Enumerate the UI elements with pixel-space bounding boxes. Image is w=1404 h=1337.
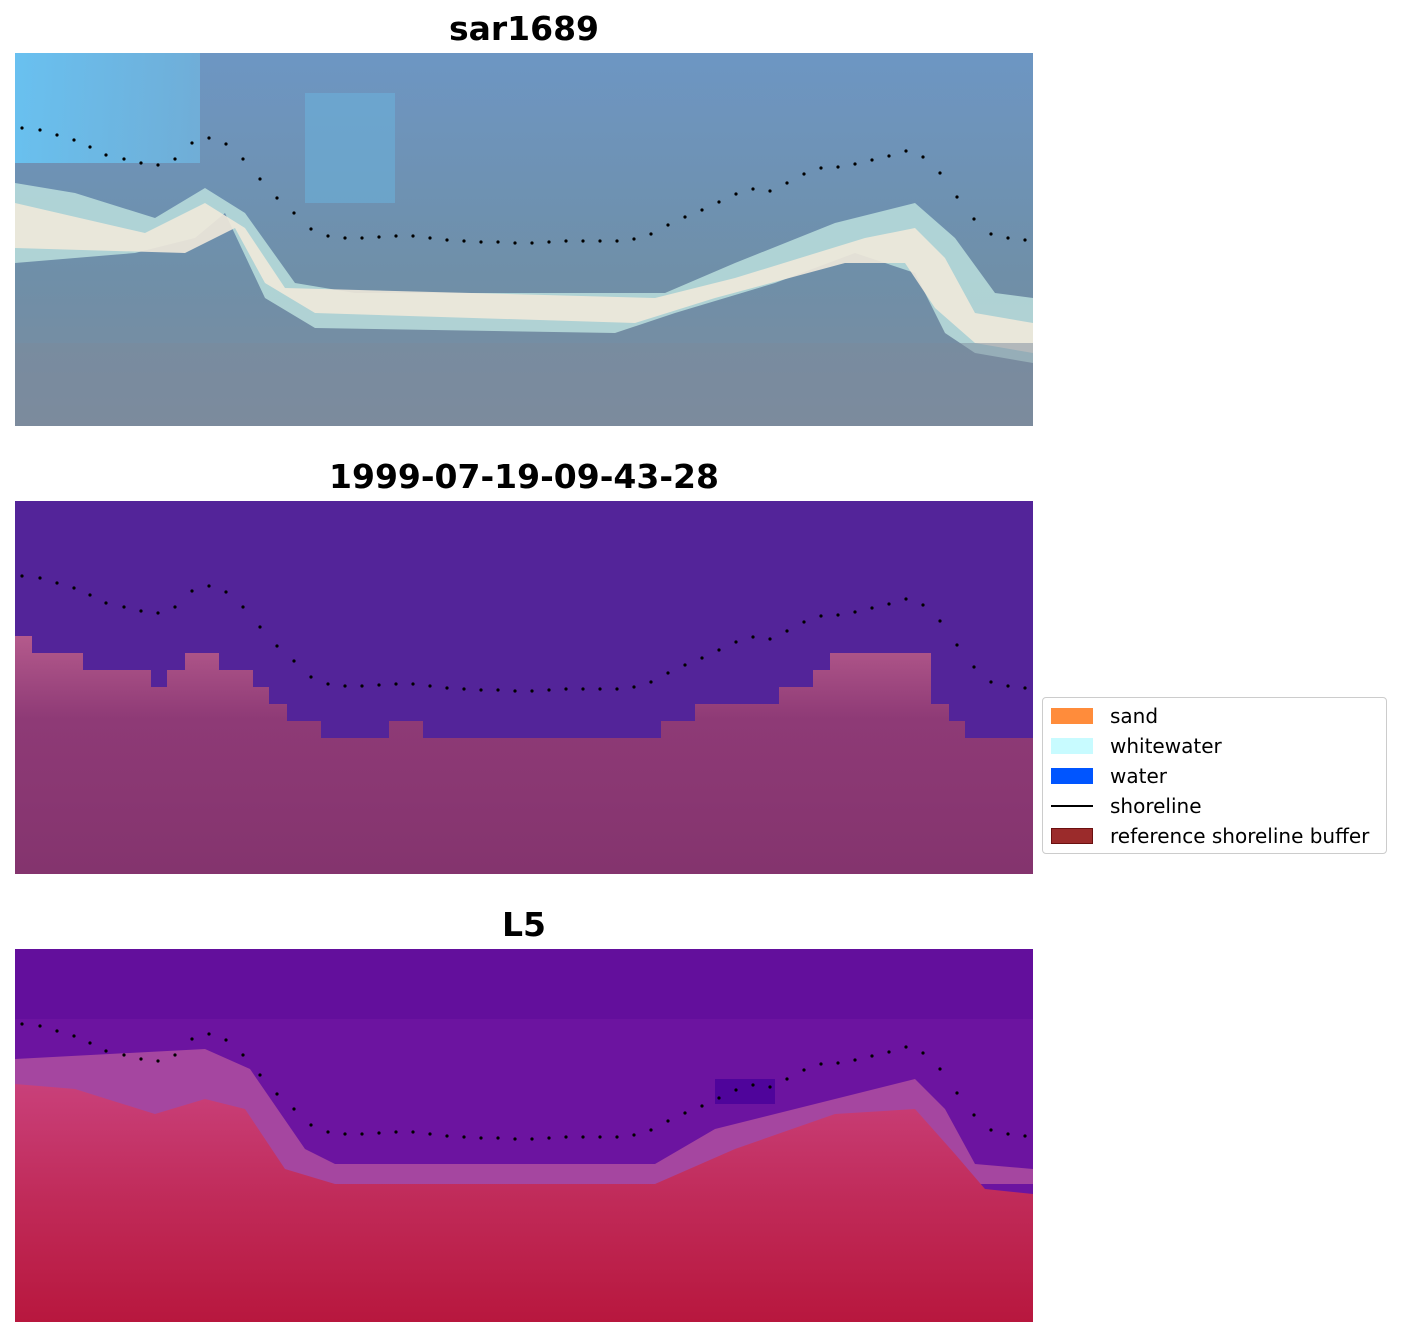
legend-swatch-sand [1051, 708, 1093, 724]
legend-label-whitewater: whitewater [1110, 734, 1222, 758]
legend-swatch-water [1051, 768, 1093, 784]
index-image [15, 949, 1033, 1322]
legend-item-shoreline: shoreline [1051, 793, 1202, 819]
panel-title-index: L5 [502, 905, 546, 944]
legend-label-sand: sand [1110, 704, 1159, 728]
legend-item-sand: sand [1051, 703, 1158, 729]
classified-image-panel [15, 501, 1033, 874]
panel-title-classified: 1999-07-19-09-43-28 [329, 457, 719, 496]
panel-title-rgb: sar1689 [448, 9, 600, 48]
rgb-image-panel [15, 53, 1033, 426]
legend-line-shoreline [1051, 805, 1093, 807]
legend-item-water: water [1051, 763, 1167, 789]
classified-image [15, 501, 1033, 874]
index-image-panel [15, 949, 1033, 1322]
legend: sand whitewater water shoreline referenc… [1042, 697, 1387, 854]
legend-swatch-whitewater [1051, 738, 1093, 754]
legend-label-reference-shoreline-buffer: reference shoreline buffer [1110, 824, 1370, 848]
legend-item-whitewater: whitewater [1051, 733, 1222, 759]
rgb-image [15, 53, 1033, 426]
legend-swatch-reference-shoreline-buffer [1051, 828, 1093, 844]
legend-label-water: water [1110, 764, 1167, 788]
legend-label-shoreline: shoreline [1110, 794, 1202, 818]
legend-item-reference-shoreline-buffer: reference shoreline buffer [1051, 823, 1369, 849]
